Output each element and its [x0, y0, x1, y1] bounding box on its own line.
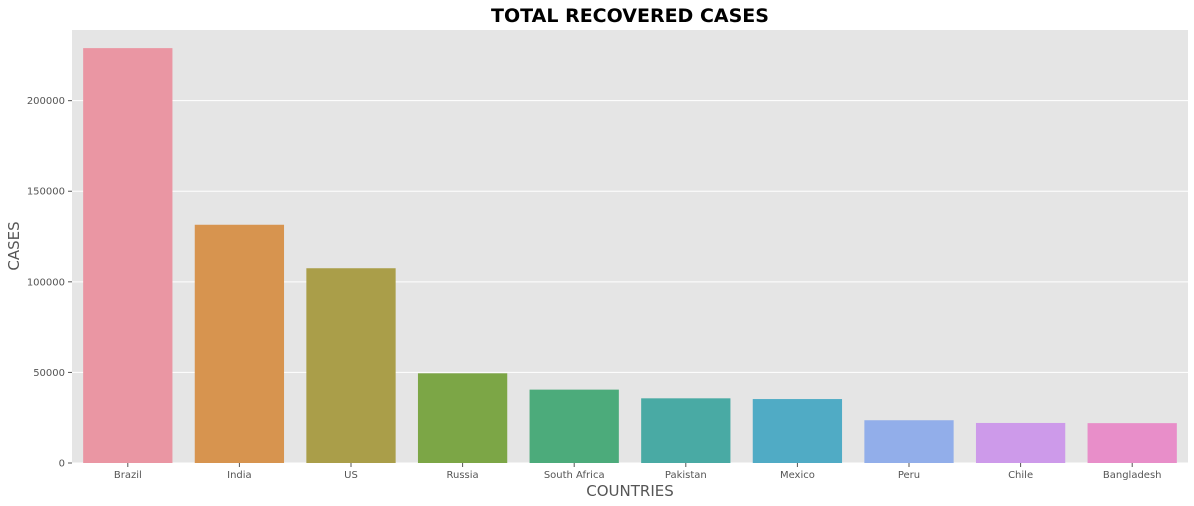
x-tick-label: Mexico	[780, 470, 815, 481]
x-tick-label: India	[227, 470, 252, 481]
x-axis-ticks: Brazil India US Russia South Africa Pakistan M…	[114, 463, 1162, 481]
x-axis-label: COUNTRIES	[586, 482, 674, 500]
y-tick-label: 100000	[27, 277, 65, 288]
x-tick-label: US	[344, 470, 358, 481]
y-tick-label: 0	[59, 459, 65, 470]
x-tick-label: Bangladesh	[1103, 470, 1162, 481]
bar-india	[194, 224, 285, 463]
x-tick-label: Pakistan	[665, 470, 707, 481]
bar-chile	[975, 422, 1066, 463]
bar-mexico	[752, 399, 843, 463]
x-tick-label: Peru	[898, 470, 920, 481]
x-tick-label: Chile	[1008, 470, 1033, 481]
y-tick-label: 200000	[27, 96, 65, 107]
x-tick-label: Brazil	[114, 470, 142, 481]
x-tick-label: South Africa	[544, 470, 605, 481]
x-tick-label: Russia	[447, 470, 479, 481]
y-axis-ticks: 0 50000 100000 150000 200000	[27, 96, 72, 470]
y-axis-label: CASES	[5, 221, 23, 270]
bar-bangladesh	[1087, 423, 1177, 463]
bar-russia	[417, 373, 508, 463]
bar-peru	[864, 420, 954, 463]
chart-title: TOTAL RECOVERED CASES	[491, 5, 769, 27]
y-tick-label: 150000	[27, 187, 65, 198]
bar-pakistan	[641, 398, 731, 463]
bar-brazil	[83, 48, 173, 463]
bar-south-africa	[529, 389, 619, 463]
bars	[83, 48, 1177, 463]
bar-us	[306, 268, 396, 463]
y-tick-label: 50000	[33, 368, 65, 379]
